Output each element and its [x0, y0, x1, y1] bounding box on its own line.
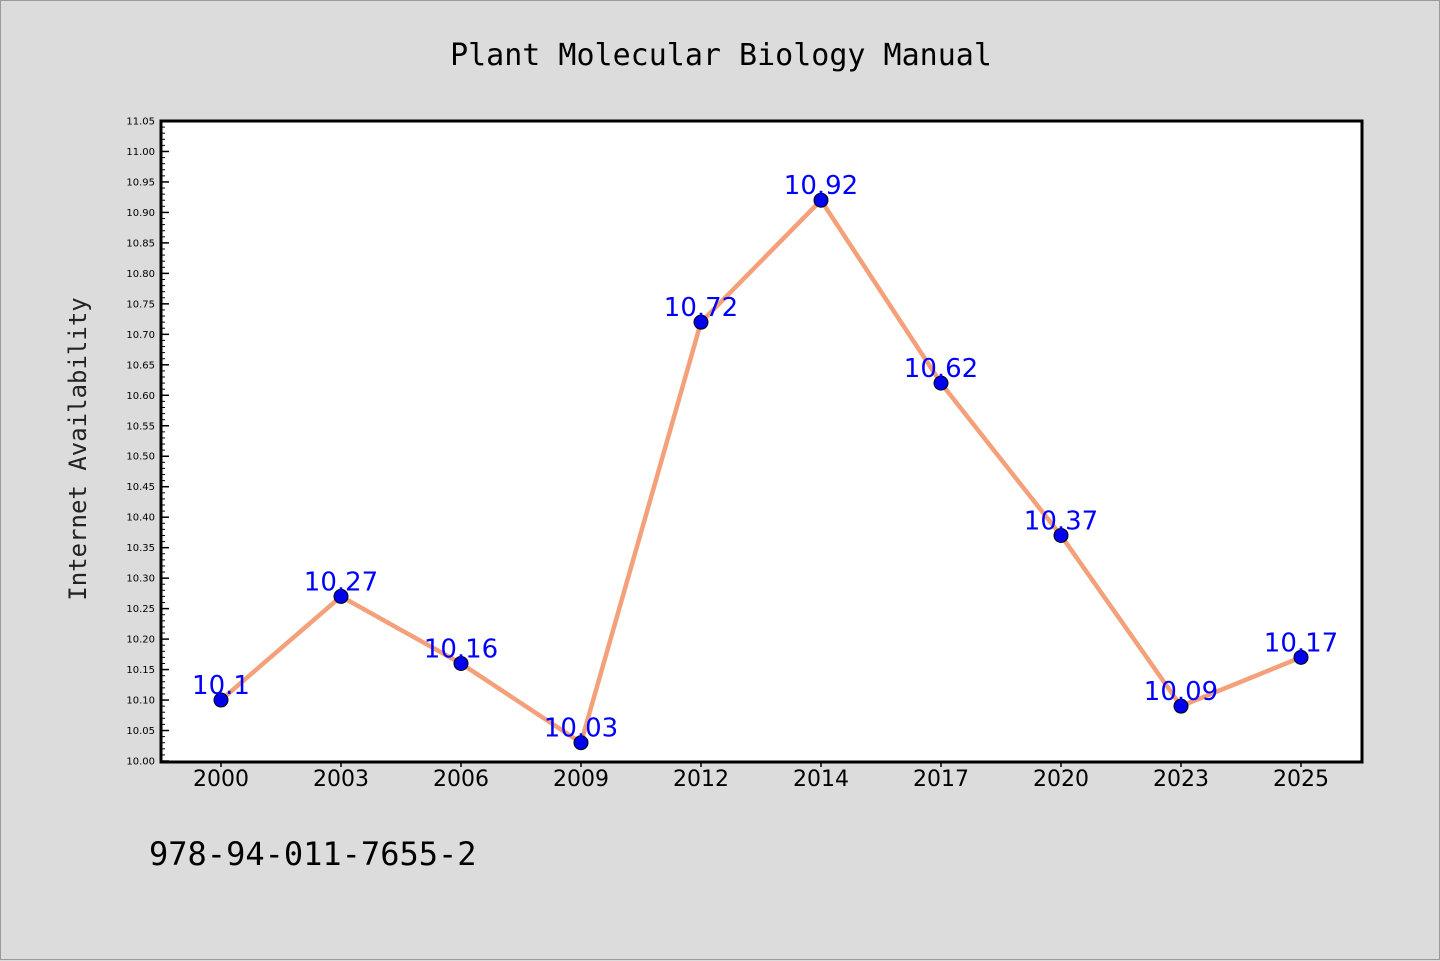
chart-title: Plant Molecular Biology Manual	[450, 38, 992, 73]
x-tick-label: 2020	[1033, 767, 1089, 792]
y-tick-label: 10.60	[126, 391, 155, 402]
data-point-marker	[213, 692, 229, 708]
data-point-marker	[693, 314, 709, 330]
y-axis-ticks: 10.00 10.05 10.10 10.15 10.20 10.25 10.30 10.35…	[126, 117, 169, 768]
series-line-group	[219, 197, 1302, 745]
y-tick-label: 10.95	[126, 177, 155, 188]
y-tick-label: 10.35	[126, 543, 155, 554]
data-point-label: 10.92	[784, 171, 858, 201]
data-point-marker	[813, 192, 829, 208]
data-point-label: 10.1	[192, 671, 250, 701]
x-tick-label: 2003	[313, 767, 369, 792]
y-tick-label: 10.15	[126, 665, 155, 676]
x-tick-label: 2000	[193, 767, 249, 792]
data-point-label: 10.16	[424, 634, 498, 664]
data-point-label: 10.03	[544, 714, 618, 744]
data-labels-group: 10.1 10.27 10.16 10.03 10.72 10.92 10.62 10.37 1…	[192, 171, 1338, 743]
data-point-marker	[1053, 527, 1069, 543]
y-tick-label: 10.90	[126, 208, 155, 219]
x-tick-label: 2006	[433, 767, 489, 792]
x-tick-label: 2009	[553, 767, 609, 792]
x-tick-label: 2014	[793, 767, 849, 792]
markers-group	[213, 192, 1309, 751]
x-tick-label: 2025	[1273, 767, 1329, 792]
data-point-label: 10.27	[304, 567, 378, 597]
y-tick-label: 10.75	[126, 299, 155, 310]
data-point-label: 10.17	[1264, 628, 1338, 658]
y-tick-label: 10.30	[126, 574, 155, 585]
data-point-label: 10.09	[1144, 677, 1218, 707]
y-tick-label: 10.10	[126, 696, 155, 707]
series-line	[219, 197, 1302, 745]
y-tick-label: 10.20	[126, 635, 155, 646]
y-tick-label: 10.70	[126, 330, 155, 341]
y-tick-label: 10.40	[126, 513, 155, 524]
y-tick-label: 11.00	[126, 147, 155, 158]
y-tick-label: 10.85	[126, 238, 155, 249]
x-tick-label: 2023	[1153, 767, 1209, 792]
y-tick-label: 10.65	[126, 360, 155, 371]
data-point-marker	[933, 375, 949, 391]
data-point-label: 10.37	[1024, 506, 1098, 536]
y-tick-label: 11.05	[126, 117, 155, 128]
y-tick-label: 10.45	[126, 482, 155, 493]
x-tick-label: 2017	[913, 767, 969, 792]
y-tick-label: 10.80	[126, 269, 155, 280]
plot-area	[159, 119, 1364, 764]
y-tick-label: 10.50	[126, 452, 155, 463]
x-axis-ticks: 2000 2003 2006 2009 2012 2014 2017 2020 2023 2025	[193, 761, 1329, 792]
data-point-marker	[1173, 698, 1189, 714]
data-point-label: 10.62	[904, 354, 978, 384]
y-tick-label: 10.05	[126, 726, 155, 737]
x-tick-label: 2012	[673, 767, 729, 792]
isbn-footer: 978-94-011-7655-2	[149, 835, 477, 873]
data-point-marker	[453, 655, 469, 671]
y-axis-label: Internet Availability	[64, 297, 92, 600]
data-point-label: 10.72	[664, 293, 738, 323]
y-tick-label: 10.25	[126, 604, 155, 615]
data-point-marker	[333, 588, 349, 604]
y-tick-label: 10.55	[126, 421, 155, 432]
y-tick-label: 10.00	[126, 757, 155, 768]
data-point-marker	[1293, 649, 1309, 665]
data-point-marker	[573, 735, 589, 751]
